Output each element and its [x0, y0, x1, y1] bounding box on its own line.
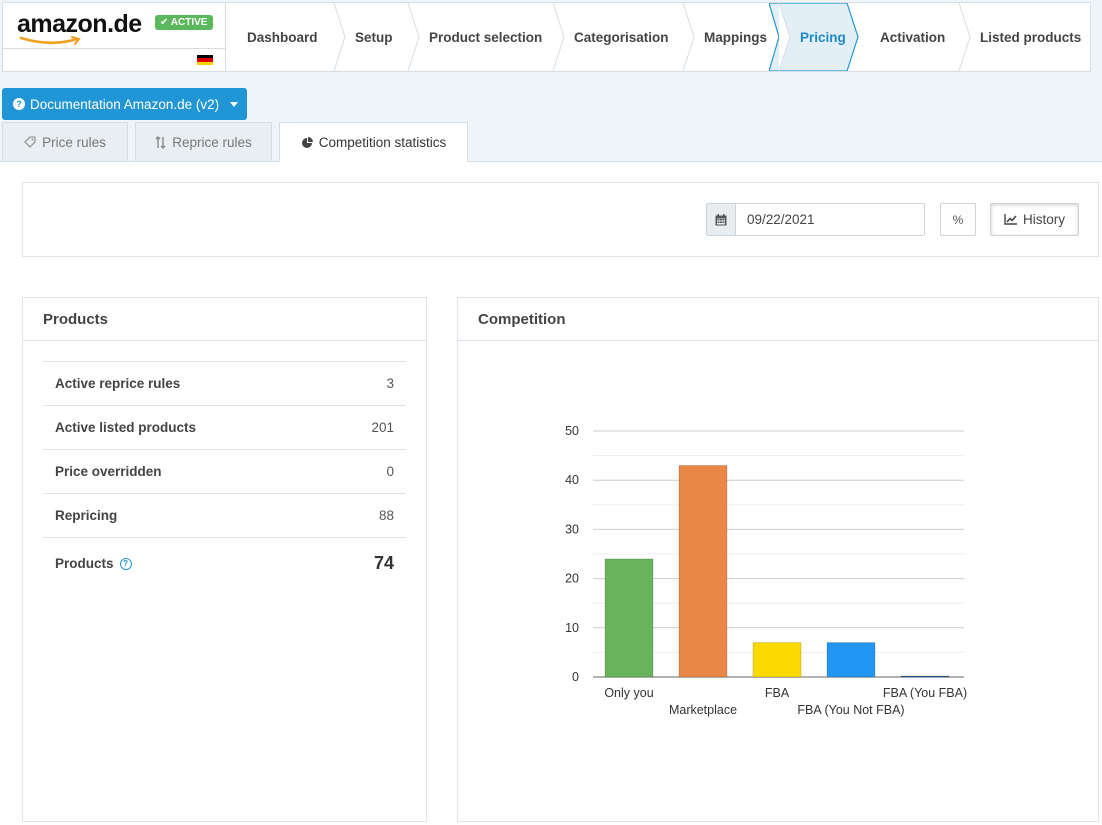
step-separator	[552, 3, 565, 71]
stat-value: 201	[371, 420, 394, 435]
tab-competition-statistics-label: Competition statistics	[318, 135, 447, 150]
step-label: Mappings	[704, 29, 767, 45]
y-tick-label: 10	[565, 621, 579, 635]
y-tick-label: 0	[572, 670, 579, 684]
competition-panel: Competition 0 10 20 30 40 50 Only you Marketpla…	[457, 297, 1099, 822]
step-separator	[333, 3, 346, 71]
step-dashboard[interactable]: Dashboard	[226, 3, 346, 71]
stat-label: Active listed products	[55, 420, 197, 435]
site-dropdown-label: Documentation Amazon.de (v2)	[30, 96, 220, 112]
tab-divider	[0, 161, 1102, 162]
stat-value: 88	[378, 508, 394, 523]
amazon-smile-icon	[19, 36, 81, 45]
step-activation[interactable]: Activation	[859, 3, 971, 71]
step-mappings[interactable]: Mappings	[683, 3, 791, 71]
stat-label: Repricing	[55, 508, 118, 523]
step-label: Categorisation	[574, 29, 669, 45]
wizard-steps: Dashboard Setup Product selection Categoris…	[226, 3, 1095, 71]
stat-value: 3	[386, 376, 394, 391]
top-header: amazon.de ✔ ACTIVE Dashboard Setup Product…	[2, 2, 1091, 72]
tab-price-rules-label: Price rules	[42, 134, 106, 150]
bar-only-you[interactable]	[604, 558, 654, 678]
tab-reprice-rules[interactable]: Reprice rules	[135, 122, 272, 161]
x-tick-label: FBA	[765, 686, 790, 700]
germany-flag-icon	[197, 55, 213, 65]
pie-chart-icon	[301, 136, 313, 148]
stat-label: Products ?	[55, 556, 132, 571]
step-setup[interactable]: Setup	[334, 3, 420, 71]
y-tick-label: 30	[565, 522, 579, 536]
help-icon[interactable]: ?	[119, 557, 132, 570]
x-tick-label: FBA (You Not FBA)	[797, 703, 904, 717]
stat-row-active-listed-products: Active listed products 201	[43, 405, 406, 449]
products-panel-title: Products	[23, 298, 426, 341]
step-separator	[682, 3, 695, 71]
step-separator	[407, 3, 420, 71]
history-button[interactable]: History	[990, 203, 1079, 236]
stat-row-products-total: Products ? 74	[43, 537, 406, 589]
stat-row-active-reprice-rules: Active reprice rules 3	[43, 361, 406, 405]
step-label: Setup	[355, 29, 393, 45]
stat-label: Active reprice rules	[55, 376, 181, 391]
stat-row-price-overridden: Price overridden 0	[43, 449, 406, 493]
percent-label: %	[952, 212, 964, 227]
x-tick-label: Marketplace	[669, 703, 737, 717]
status-badge-label: ACTIVE	[170, 17, 208, 28]
tab-reprice-rules-label: Reprice rules	[172, 134, 252, 150]
products-stats-table: Active reprice rules 3 Active listed pro…	[43, 361, 406, 589]
stat-label: Price overridden	[55, 464, 162, 479]
step-label: Dashboard	[247, 29, 318, 45]
x-tick-label: Only you	[604, 686, 653, 700]
tab-price-rules[interactable]: Price rules	[2, 122, 128, 161]
products-panel: Products Active reprice rules 3 Active l…	[22, 297, 427, 822]
bar-fba-you-not-fba-[interactable]	[826, 642, 876, 678]
bar-fba[interactable]	[752, 642, 802, 678]
filter-bar: % History	[22, 182, 1099, 257]
competition-bar-chart: 0 10 20 30 40 50 Only you Marketplace FBA FBA (Yo…	[565, 424, 967, 717]
site-dropdown-button[interactable]: ? Documentation Amazon.de (v2)	[2, 88, 247, 120]
amazon-logo[interactable]: amazon.de	[17, 10, 142, 38]
step-product-selection[interactable]: Product selection	[408, 3, 565, 71]
line-chart-icon	[1004, 214, 1017, 225]
stat-row-repricing: Repricing 88	[43, 493, 406, 537]
history-label: History	[1022, 212, 1065, 227]
step-label: Listed products	[980, 29, 1082, 45]
bar-fba-you-fba-[interactable]	[900, 675, 950, 678]
products-total-label: Products	[55, 556, 114, 571]
y-tick-label: 50	[565, 424, 579, 438]
tag-icon	[24, 136, 36, 148]
step-label: Pricing	[800, 29, 846, 45]
step-categorisation[interactable]: Categorisation	[553, 3, 695, 71]
brand-block: amazon.de ✔ ACTIVE	[3, 3, 226, 71]
step-listed-products[interactable]: Listed products	[959, 3, 1095, 71]
competition-panel-title: Competition	[458, 298, 1098, 341]
stat-value: 0	[386, 464, 394, 479]
step-separator	[778, 3, 791, 71]
step-label: Activation	[880, 29, 946, 45]
bar-marketplace[interactable]	[678, 464, 728, 678]
main-content: % History Products Active reprice rules …	[0, 162, 1102, 825]
status-badge: ✔ ACTIVE	[155, 15, 214, 30]
calendar-icon[interactable]	[707, 204, 736, 235]
date-input[interactable]	[736, 204, 924, 235]
step-separator	[958, 3, 971, 71]
caret-down-icon	[230, 101, 239, 107]
sort-icon	[155, 135, 166, 149]
step-label: Product selection	[429, 29, 543, 45]
y-tick-label: 20	[565, 572, 579, 586]
products-total-value: 74	[373, 553, 394, 573]
step-pricing[interactable]: Pricing	[769, 3, 859, 71]
y-tick-label: 40	[565, 473, 579, 487]
x-tick-label: FBA (You FBA)	[883, 686, 967, 700]
date-picker[interactable]	[706, 203, 925, 236]
percent-toggle-button[interactable]: %	[940, 203, 976, 236]
tab-competition-statistics[interactable]: Competition statistics	[279, 122, 468, 162]
question-icon: ?	[13, 98, 25, 110]
